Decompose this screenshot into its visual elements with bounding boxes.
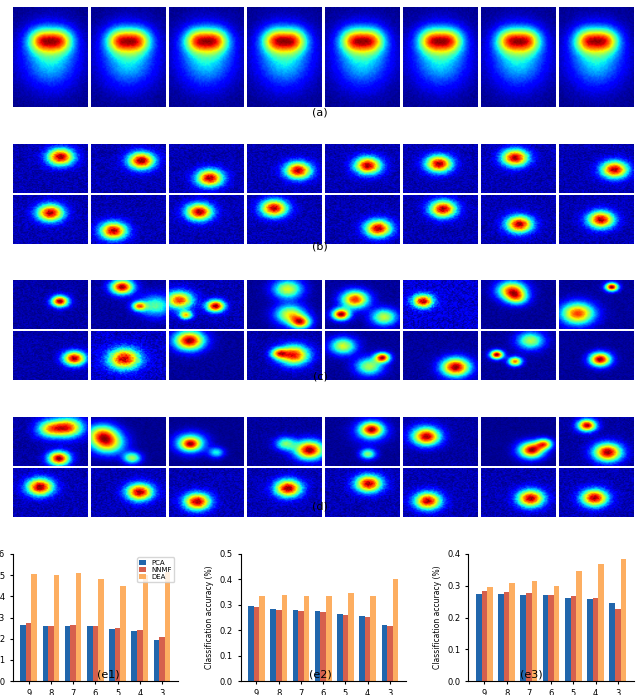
Bar — [365, 617, 371, 681]
Bar — [615, 609, 621, 681]
Bar — [381, 626, 387, 681]
Bar — [498, 594, 504, 681]
Bar — [348, 594, 354, 681]
Y-axis label: Classification accuracy (%): Classification accuracy (%) — [433, 566, 442, 669]
Bar — [554, 586, 559, 681]
Bar — [565, 598, 570, 681]
Bar — [42, 626, 48, 681]
Bar — [31, 574, 37, 681]
Bar — [253, 607, 259, 681]
Bar — [65, 626, 70, 681]
Bar — [359, 616, 365, 681]
Bar — [270, 609, 276, 681]
Bar — [26, 623, 31, 681]
Bar — [165, 572, 170, 681]
Bar — [587, 599, 593, 681]
Text: (c): (c) — [312, 372, 328, 382]
Bar — [98, 580, 104, 681]
Bar — [476, 594, 481, 681]
Bar — [526, 593, 532, 681]
Bar — [621, 559, 626, 681]
Bar — [115, 628, 120, 681]
Y-axis label: Classification accuracy (%): Classification accuracy (%) — [205, 566, 214, 669]
Bar — [276, 610, 282, 681]
Bar — [292, 610, 298, 681]
Bar — [315, 611, 321, 681]
Bar — [487, 587, 493, 681]
Bar — [131, 631, 137, 681]
Bar — [20, 625, 26, 681]
Bar — [504, 592, 509, 681]
Bar — [304, 596, 309, 681]
Bar — [109, 628, 115, 681]
Bar — [371, 596, 376, 681]
Bar — [259, 596, 265, 681]
Bar — [282, 595, 287, 681]
Bar — [387, 626, 393, 681]
Legend: PCA, NNMF, DEA: PCA, NNMF, DEA — [137, 557, 175, 582]
Bar — [532, 581, 537, 681]
Bar — [159, 637, 165, 681]
Bar — [137, 630, 143, 681]
Bar — [54, 575, 60, 681]
Bar — [593, 598, 598, 681]
Bar — [598, 564, 604, 681]
Bar — [609, 603, 615, 681]
Bar — [543, 596, 548, 681]
Text: (e2): (e2) — [308, 669, 332, 680]
Bar — [248, 606, 253, 681]
Bar — [321, 612, 326, 681]
Text: (a): (a) — [312, 108, 328, 117]
Bar — [342, 615, 348, 681]
Bar — [48, 626, 54, 681]
Bar — [326, 596, 332, 681]
Bar — [120, 586, 126, 681]
Bar — [298, 611, 304, 681]
Bar — [87, 626, 93, 681]
Text: (e3): (e3) — [520, 669, 543, 680]
Bar — [570, 596, 576, 681]
Bar — [481, 591, 487, 681]
Bar — [509, 582, 515, 681]
Bar — [393, 580, 398, 681]
Bar — [154, 640, 159, 681]
Bar — [93, 626, 98, 681]
Text: (e1): (e1) — [97, 669, 120, 680]
Text: (b): (b) — [312, 241, 328, 251]
Bar — [548, 595, 554, 681]
Bar — [70, 625, 76, 681]
Bar — [337, 614, 342, 681]
Bar — [143, 575, 148, 681]
Bar — [576, 571, 582, 681]
Bar — [76, 573, 81, 681]
Bar — [520, 595, 526, 681]
Text: (d): (d) — [312, 502, 328, 512]
